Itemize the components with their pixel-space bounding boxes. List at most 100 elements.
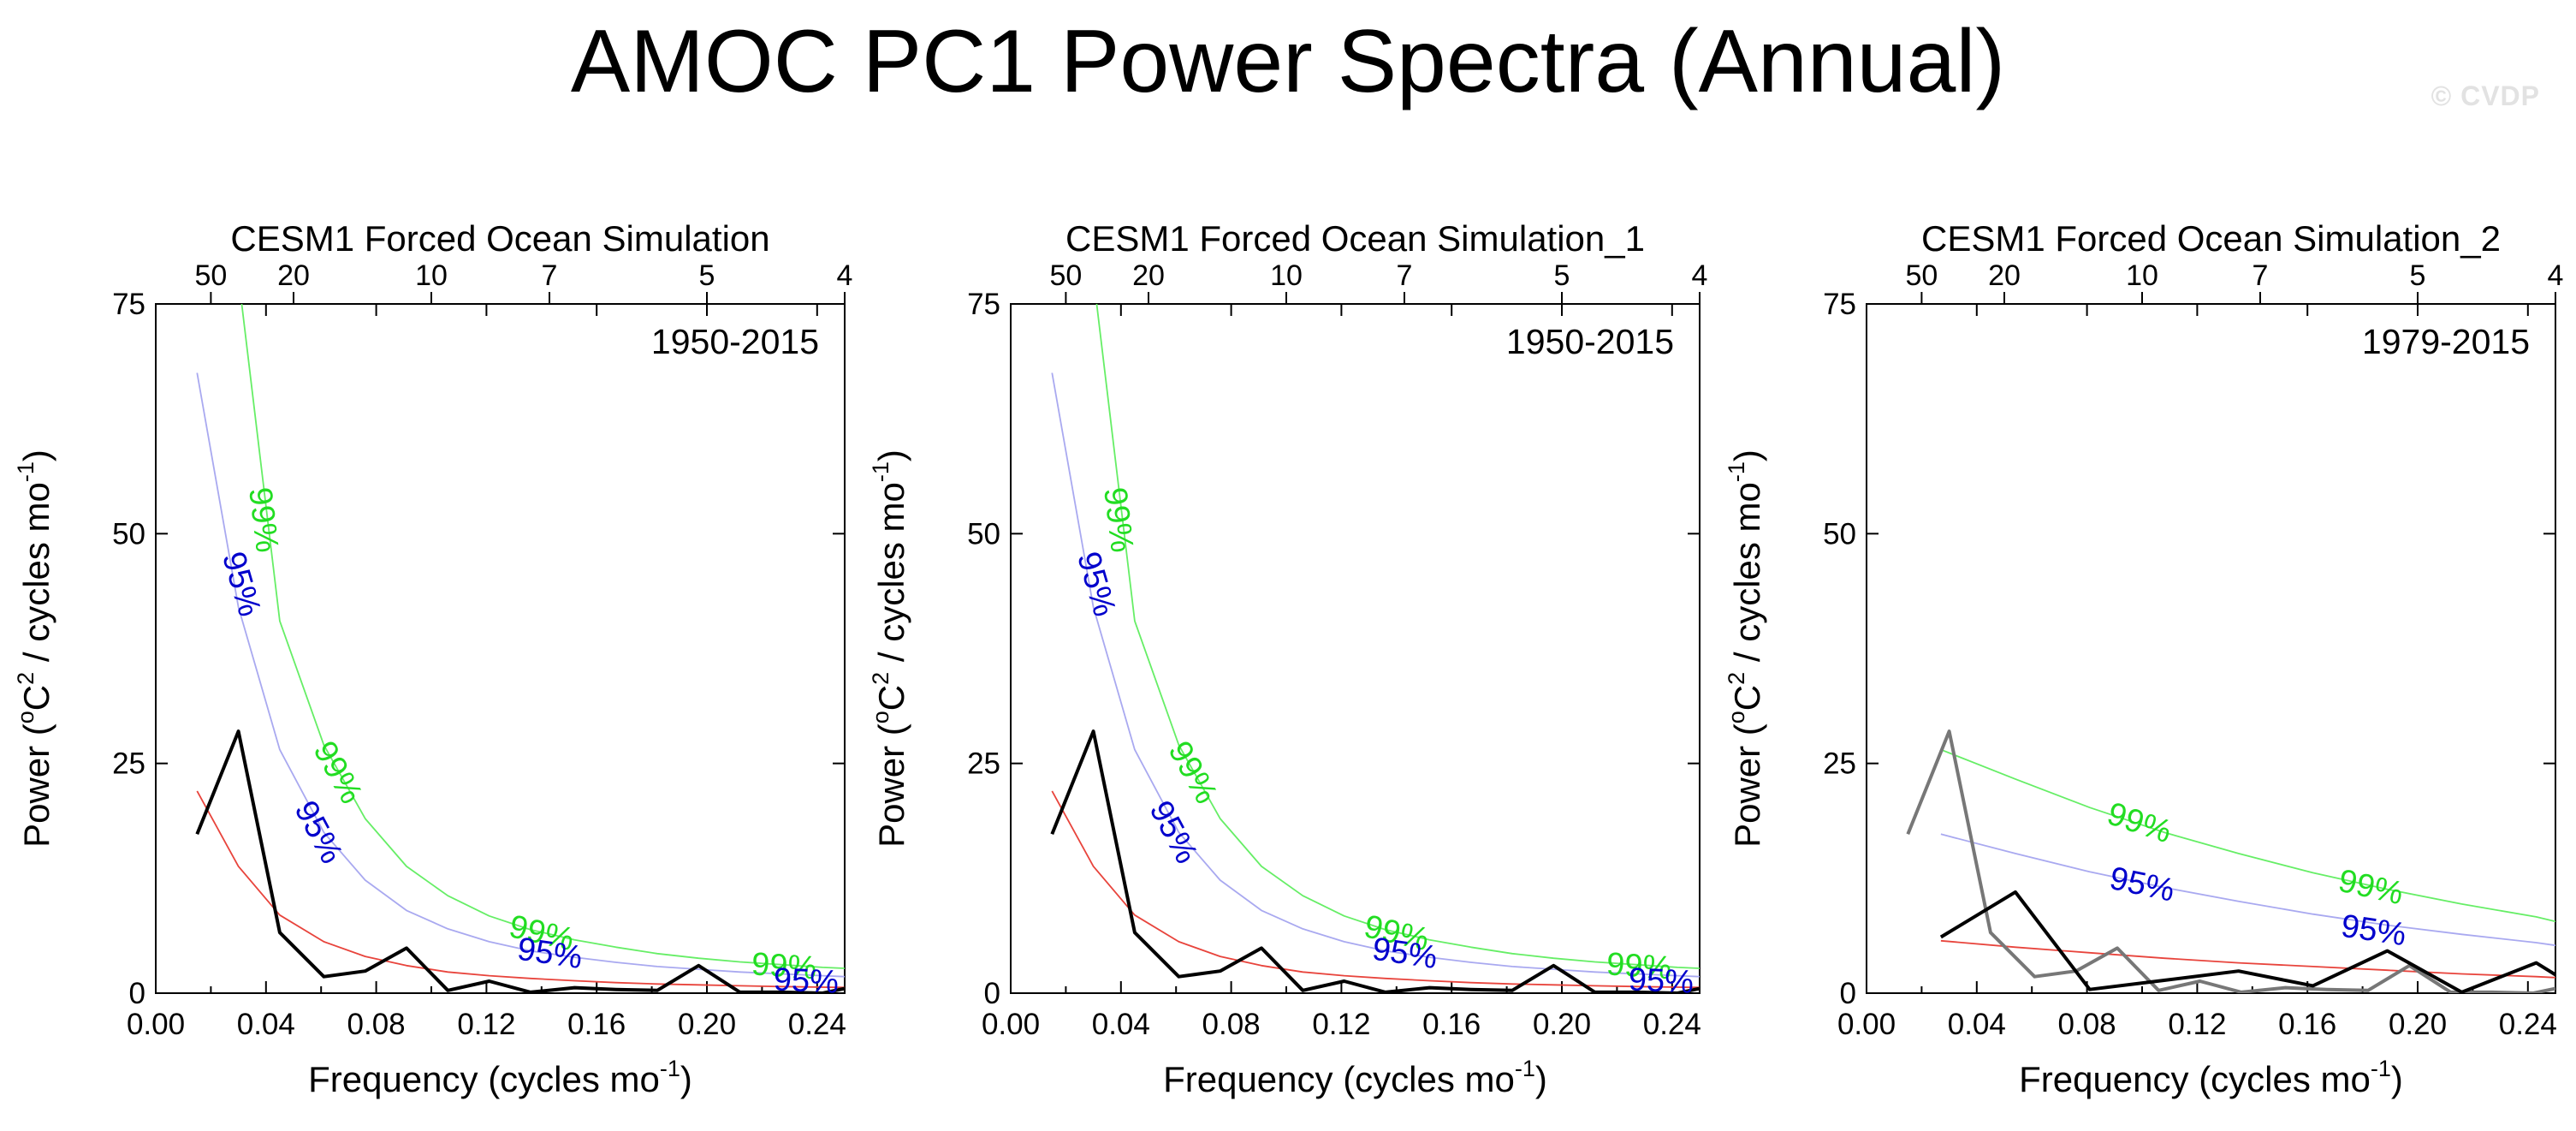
period-tick-label: 50 <box>194 259 227 292</box>
x-tick-label: 0.20 <box>1533 1008 1591 1041</box>
plot-frame <box>1866 303 2556 994</box>
spectrum-line <box>1050 729 1700 993</box>
y-tick-label: 75 <box>112 288 145 321</box>
period-tick-label: 50 <box>1905 259 1938 292</box>
plot-frame <box>155 303 846 994</box>
y-axis-label: Power (oC2 / cycles mo-1) <box>13 449 56 848</box>
x-tick-label: 0.12 <box>1312 1008 1370 1041</box>
x-tick-label: 0.16 <box>2278 1008 2336 1041</box>
x-tick-label: 0.00 <box>1837 1008 1896 1041</box>
period-tick-label: 7 <box>2253 259 2269 292</box>
x-axis-label: Frequency (cycles mo-1) <box>2019 1056 2403 1099</box>
conf95-line <box>196 372 845 978</box>
confidence-label: 99% <box>241 485 285 555</box>
period-tick-label: 4 <box>1692 259 1708 292</box>
x-tick-label: 0.16 <box>1422 1008 1481 1041</box>
period-tick-label: 20 <box>1132 259 1165 292</box>
y-tick-label: 25 <box>112 747 145 781</box>
spectrum-panel-1: CESM1 Forced Ocean Simulation 1950-2015 0.… <box>13 218 852 1099</box>
y-tick-label: 75 <box>967 288 1000 321</box>
period-tick-label: 10 <box>415 259 448 292</box>
cvdp-watermark: © CVDP <box>2431 80 2540 111</box>
y-tick-label: 0 <box>129 977 145 1010</box>
y-axis-label: Power (oC2 / cycles mo-1) <box>1724 449 1767 848</box>
period-tick-label: 50 <box>1049 259 1082 292</box>
plot-frame <box>1010 303 1701 994</box>
period-label: 1950-2015 <box>1506 322 1674 361</box>
y-tick-label: 25 <box>1823 747 1856 781</box>
x-axis-label: Frequency (cycles mo-1) <box>1163 1056 1547 1099</box>
period-tick-label: 5 <box>2410 259 2426 292</box>
confidence-label: 99% <box>751 946 818 986</box>
y-tick-label: 25 <box>967 747 1000 781</box>
spectrum-line <box>195 729 845 993</box>
x-tick-label: 0.24 <box>2499 1008 2557 1041</box>
period-tick-label: 20 <box>1988 259 2021 292</box>
x-tick-label: 0.08 <box>2058 1008 2116 1041</box>
conf95-line <box>1940 833 2555 947</box>
y-tick-label: 0 <box>984 977 1000 1010</box>
red-noise-line <box>1051 790 1700 989</box>
period-tick-label: 10 <box>2126 259 2158 292</box>
x-tick-label: 0.08 <box>1202 1008 1261 1041</box>
confidence-label: 99% <box>1096 485 1140 555</box>
y-tick-label: 75 <box>1823 288 1856 321</box>
x-tick-label: 0.00 <box>127 1008 185 1041</box>
period-tick-label: 7 <box>1397 259 1413 292</box>
period-tick-label: 4 <box>2548 259 2564 292</box>
series-group <box>1050 304 1700 993</box>
period-tick-label: 7 <box>542 259 558 292</box>
conf99-line <box>1095 304 1700 969</box>
y-tick-label: 50 <box>112 517 145 551</box>
confidence-label: 95% <box>1070 548 1123 621</box>
conf99-line <box>1940 748 2555 923</box>
panel-title: CESM1 Forced Ocean Simulation <box>230 218 769 259</box>
spectrum-panel-3: CESM1 Forced Ocean Simulation_2 1979-2015… <box>1724 218 2563 1099</box>
spectrum-line <box>1939 890 2555 993</box>
confidence-label: 95% <box>2106 860 2177 909</box>
x-tick-label: 0.16 <box>567 1008 626 1041</box>
period-tick-label: 20 <box>277 259 310 292</box>
confidence-label: 95% <box>2339 908 2408 954</box>
confidence-label: 95% <box>515 932 585 977</box>
confidence-label: 99% <box>2103 796 2175 851</box>
red-noise-line <box>196 790 845 989</box>
spectrum-secondary-line <box>1906 729 2555 993</box>
confidence-label: 99% <box>1606 946 1673 986</box>
x-tick-label: 0.08 <box>347 1008 406 1041</box>
panel-title: CESM1 Forced Ocean Simulation_1 <box>1065 218 1645 259</box>
x-tick-label: 0.04 <box>1948 1008 2006 1041</box>
figure-title: AMOC PC1 Power Spectra (Annual) <box>570 12 2006 111</box>
y-tick-label: 50 <box>1823 517 1856 551</box>
x-tick-label: 0.24 <box>788 1008 846 1041</box>
y-tick-label: 0 <box>1840 977 1856 1010</box>
series-group <box>195 304 845 993</box>
x-tick-label: 0.04 <box>237 1008 295 1041</box>
y-axis-label: Power (oC2 / cycles mo-1) <box>868 449 911 848</box>
series-group <box>1906 729 2555 993</box>
x-tick-label: 0.20 <box>678 1008 736 1041</box>
confidence-label: 95% <box>215 548 268 621</box>
confidence-label: 95% <box>1628 961 1695 1000</box>
confidence-label: 99% <box>2336 863 2407 912</box>
period-tick-label: 5 <box>699 259 715 292</box>
x-tick-label: 0.20 <box>2389 1008 2447 1041</box>
confidence-label: 95% <box>773 961 840 1000</box>
period-tick-label: 10 <box>1270 259 1303 292</box>
period-label: 1950-2015 <box>651 322 819 361</box>
x-tick-label: 0.24 <box>1643 1008 1701 1041</box>
period-tick-label: 4 <box>837 259 853 292</box>
confidence-label: 95% <box>1370 932 1439 977</box>
spectrum-panel-2: CESM1 Forced Ocean Simulation_1 1950-2015… <box>868 218 1707 1099</box>
red-noise-line <box>1940 939 2555 979</box>
period-tick-label: 5 <box>1554 259 1570 292</box>
period-label: 1979-2015 <box>2362 322 2530 361</box>
x-tick-label: 0.00 <box>982 1008 1040 1041</box>
x-tick-label: 0.04 <box>1092 1008 1150 1041</box>
y-tick-label: 50 <box>967 517 1000 551</box>
conf95-line <box>1051 372 1700 978</box>
conf99-line <box>240 304 845 969</box>
x-axis-label: Frequency (cycles mo-1) <box>308 1056 692 1099</box>
x-tick-label: 0.12 <box>457 1008 515 1041</box>
